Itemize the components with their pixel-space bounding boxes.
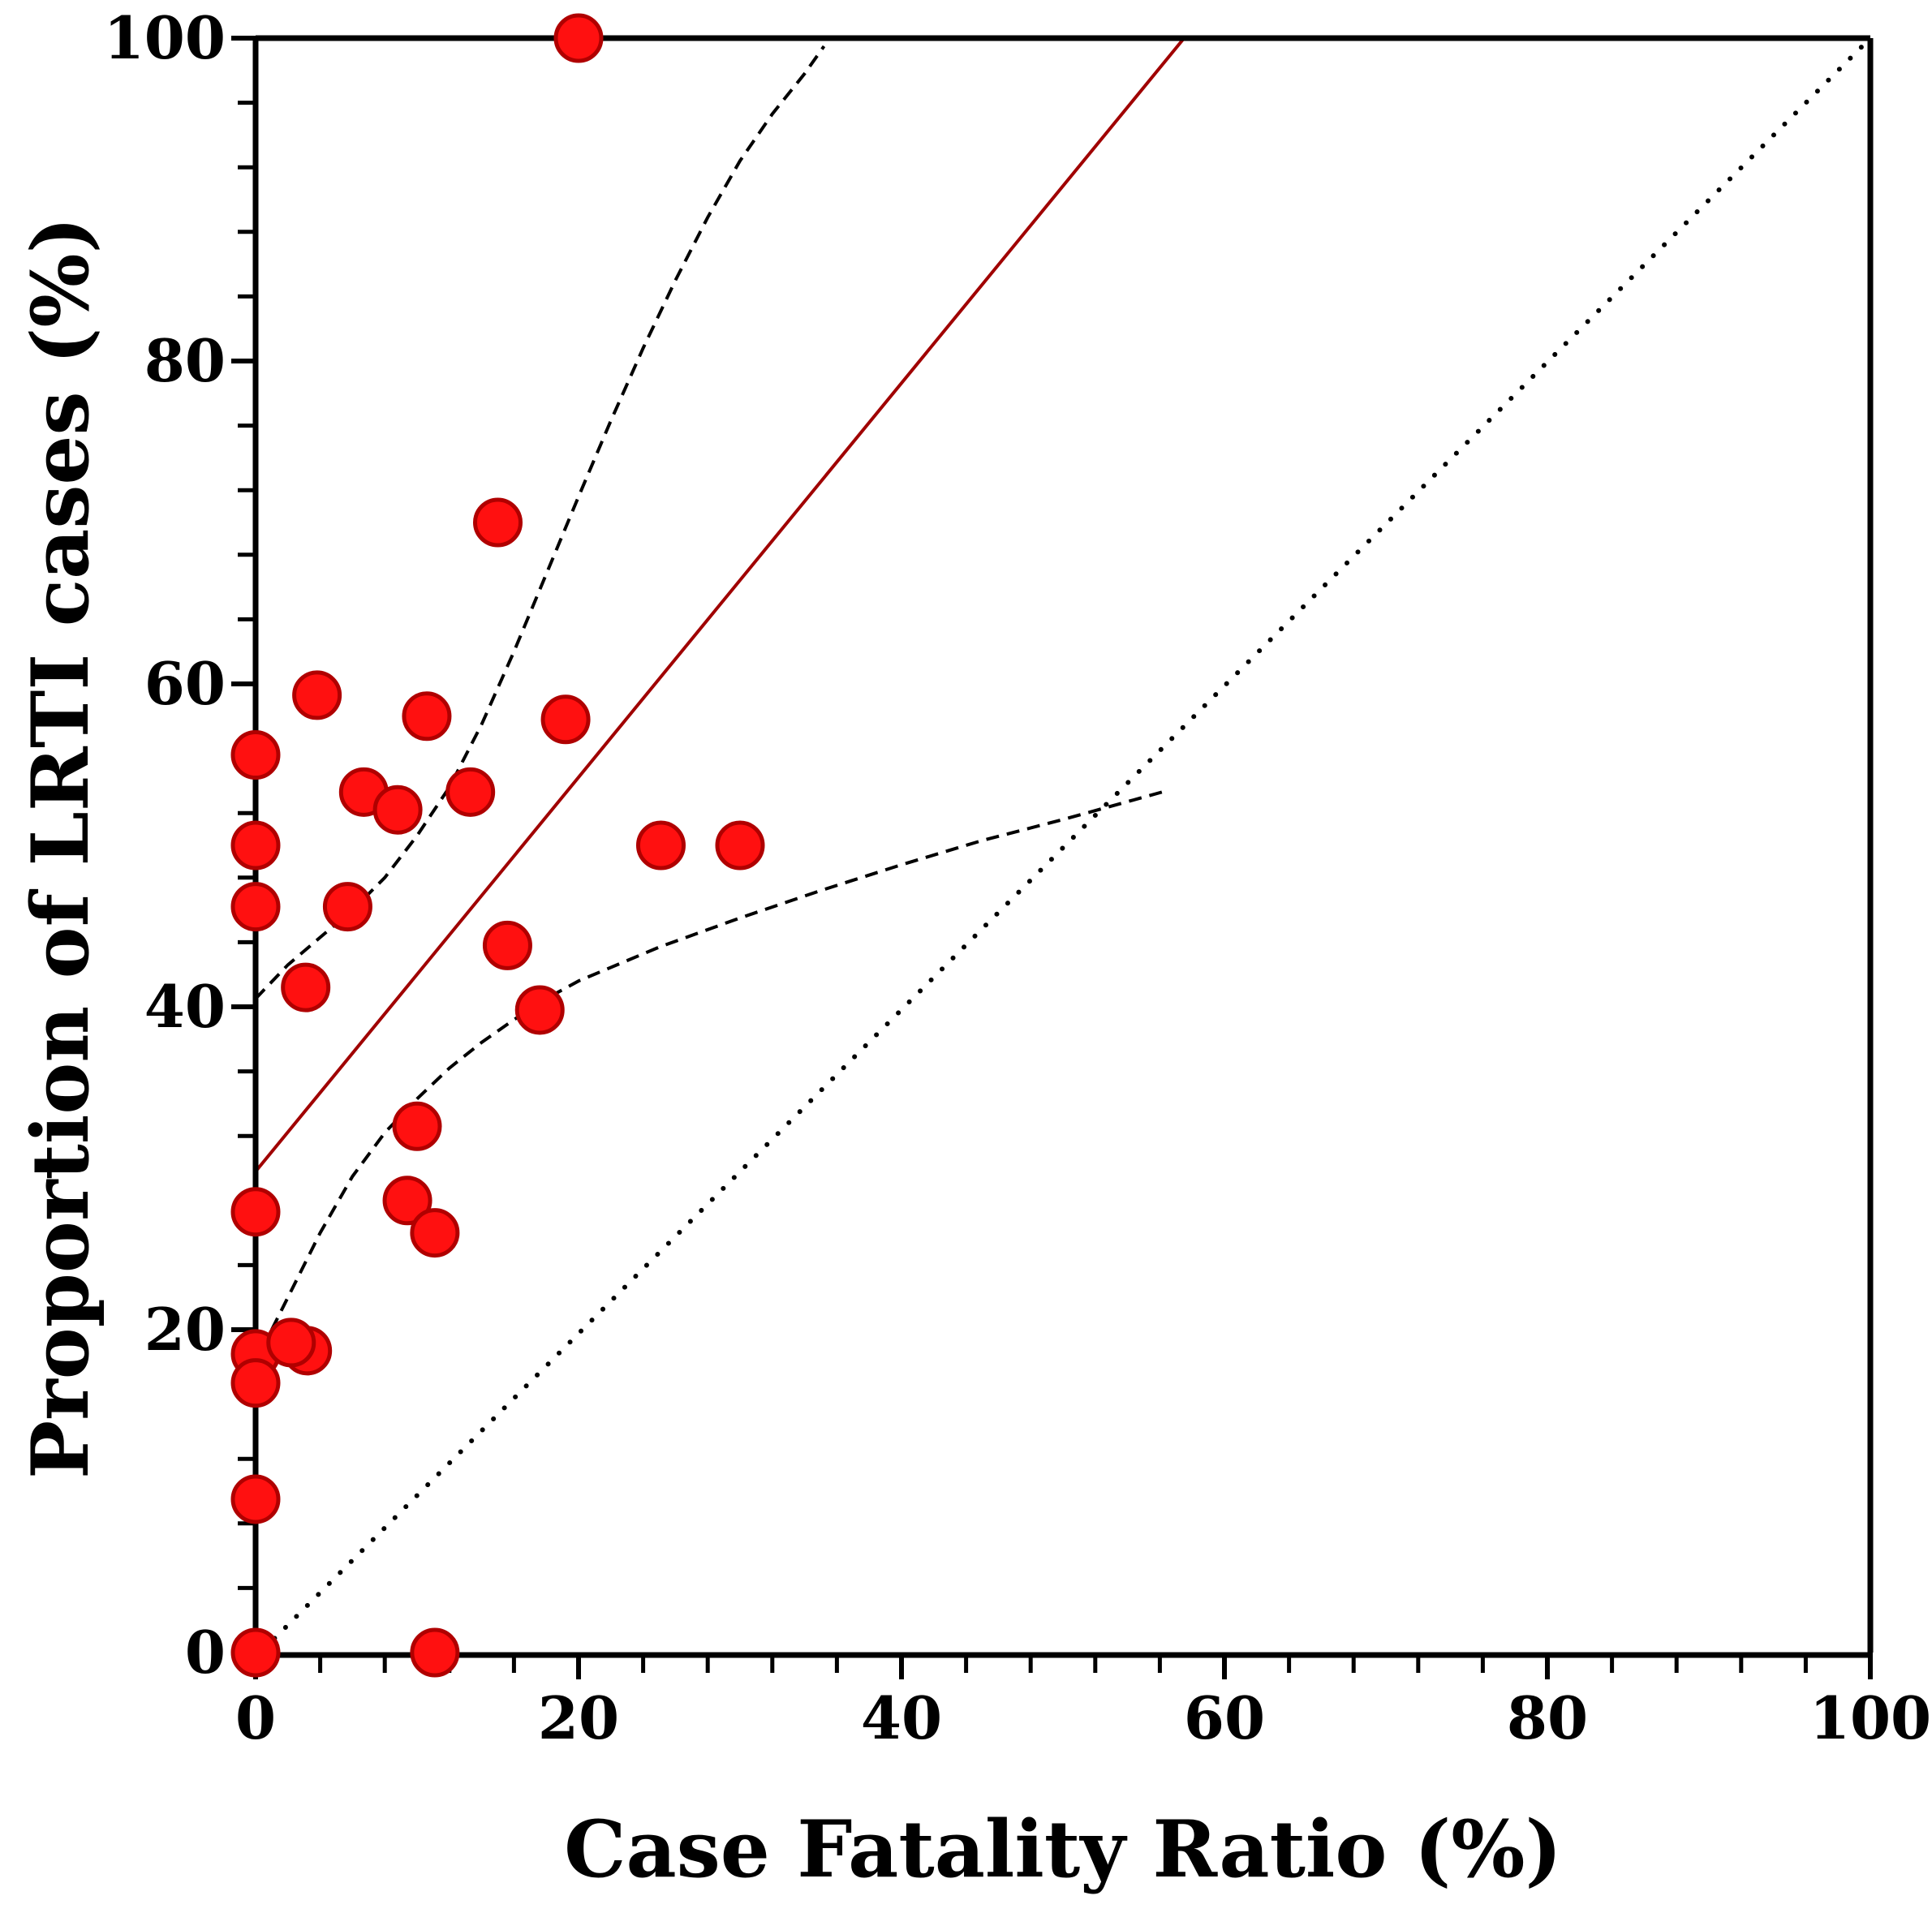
identity-line	[260, 36, 1873, 1652]
data-point	[372, 785, 423, 835]
data-point	[482, 920, 532, 970]
data-point	[635, 820, 686, 871]
data-point	[230, 820, 281, 871]
y-tick-label: 0	[185, 1618, 226, 1687]
data-point	[230, 1358, 281, 1408]
data-point	[230, 1627, 281, 1678]
data-point	[230, 730, 281, 780]
x-tick-label: 80	[1507, 1683, 1588, 1752]
x-axis-title: Case Fatality Ratio (%)	[564, 1803, 1562, 1895]
data-point	[292, 670, 342, 720]
x-tick-label: 60	[1184, 1683, 1265, 1752]
regression-line	[254, 37, 1185, 1173]
data-point	[402, 691, 452, 742]
data-point	[410, 1627, 460, 1678]
data-point	[281, 962, 331, 1012]
data-point	[230, 1474, 281, 1524]
data-point	[230, 1187, 281, 1237]
x-tick-label: 40	[861, 1683, 942, 1752]
data-point	[230, 882, 281, 932]
data-point	[445, 767, 496, 817]
y-tick-label: 20	[144, 1295, 226, 1364]
x-tick-label: 100	[1809, 1683, 1931, 1752]
confidence-band-line-3	[270, 789, 1168, 1331]
data-point	[514, 985, 565, 1035]
y-tick-label: 100	[104, 3, 226, 72]
data-point	[392, 1101, 442, 1151]
y-tick-label: 60	[144, 649, 226, 718]
lines-layer	[254, 36, 1873, 1652]
data-point	[473, 497, 523, 548]
data-point	[553, 13, 604, 63]
data-point	[715, 820, 765, 871]
y-tick-label: 80	[144, 326, 226, 395]
x-tick-label: 0	[235, 1683, 276, 1752]
data-point	[382, 1176, 432, 1226]
data-point	[410, 1208, 460, 1258]
data-point	[322, 882, 372, 932]
y-axis-title: Proportion of LRTI cases (%)	[15, 217, 106, 1479]
y-tick-label: 40	[144, 972, 226, 1041]
data-point	[266, 1318, 316, 1368]
ticks-layer: 0 20 40 60 80 100 0 20 40 60 80 100	[104, 3, 1931, 1752]
data-point	[540, 694, 591, 745]
points-layer	[230, 13, 765, 1678]
x-tick-label: 20	[538, 1683, 619, 1752]
